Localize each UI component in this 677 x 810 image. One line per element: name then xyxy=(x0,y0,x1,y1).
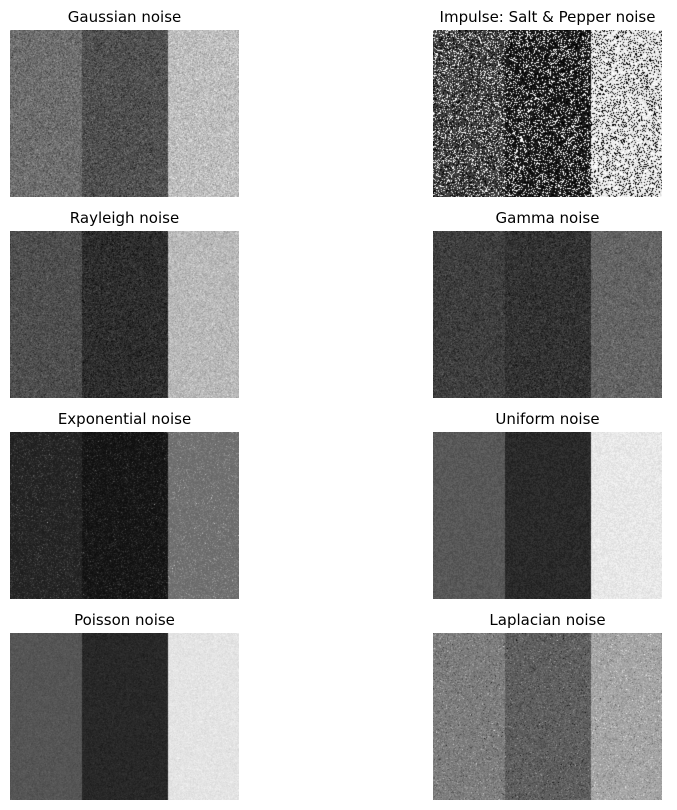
panel-title: Uniform noise xyxy=(495,410,600,428)
panel-title: Laplacian noise xyxy=(489,611,606,629)
panel-title: Rayleigh noise xyxy=(69,209,180,227)
noise-image xyxy=(433,633,662,800)
panel-title: Impulse: Salt & Pepper noise xyxy=(439,8,656,26)
noise-image xyxy=(433,432,662,599)
noise-image xyxy=(433,231,662,398)
panel-title: Gaussian noise xyxy=(67,8,182,26)
noise-image xyxy=(10,633,239,800)
noise-image xyxy=(10,30,239,197)
panel-title: Gamma noise xyxy=(495,209,600,227)
noise-image xyxy=(10,231,239,398)
panel-title: Exponential noise xyxy=(57,410,192,428)
noise-image xyxy=(433,30,662,197)
panel-title: Poisson noise xyxy=(74,611,175,629)
noise-image xyxy=(10,432,239,599)
